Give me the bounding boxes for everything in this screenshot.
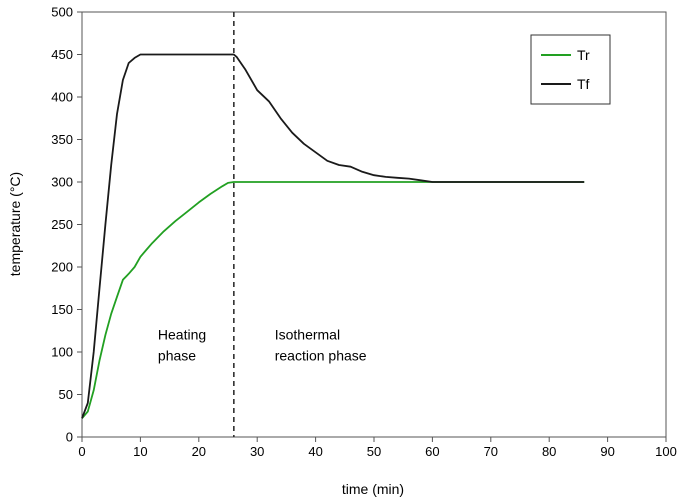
series-line-tr: [81, 181, 585, 419]
y-tick-label: 300: [51, 175, 73, 190]
x-tick-label: 0: [78, 444, 85, 459]
phase-annotation-0-line-0: Heating: [158, 326, 206, 342]
y-tick-label: 200: [51, 260, 73, 275]
axes-layer: 0 10 20 30 40 50 60 70 80 90 100 0 50 100 150 200 250 300…: [51, 5, 677, 460]
x-tick-label: 20: [192, 444, 206, 459]
x-tick-label: 100: [655, 444, 677, 459]
x-tick-label: 40: [308, 444, 322, 459]
y-tick-label: 50: [59, 387, 73, 402]
series-line-tf: [81, 53, 585, 419]
x-tick-label: 80: [542, 444, 556, 459]
x-tick-label: 30: [250, 444, 264, 459]
x-tick-label: 10: [133, 444, 147, 459]
x-tick-label: 90: [600, 444, 614, 459]
y-tick-label: 400: [51, 90, 73, 105]
phase-annotation-0-line-1: phase: [158, 347, 196, 363]
y-axis-title: temperature (°C): [7, 172, 23, 276]
legend-box: [530, 34, 611, 105]
y-tick-label: 500: [51, 5, 73, 20]
phase-annotation-1-line-1: reaction phase: [275, 347, 367, 363]
legend: Tr Tf: [530, 34, 611, 105]
phase-annotation-1-line-0: Isothermal: [275, 326, 340, 342]
y-tick-label: 350: [51, 132, 73, 147]
x-axis-title: time (min): [342, 481, 404, 497]
x-tick-label: 70: [484, 444, 498, 459]
legend-label-tf: Tf: [577, 76, 590, 92]
y-tick-label: 100: [51, 345, 73, 360]
x-tick-label: 60: [425, 444, 439, 459]
y-tick-label: 450: [51, 47, 73, 62]
series-layer: [81, 53, 585, 419]
annotation-layer: Heating phase Isothermal reaction phase: [158, 12, 367, 437]
x-tick-label: 50: [367, 444, 381, 459]
y-tick-label: 250: [51, 217, 73, 232]
y-tick-label: 0: [66, 430, 73, 445]
legend-label-tr: Tr: [577, 47, 590, 63]
y-tick-label: 150: [51, 302, 73, 317]
